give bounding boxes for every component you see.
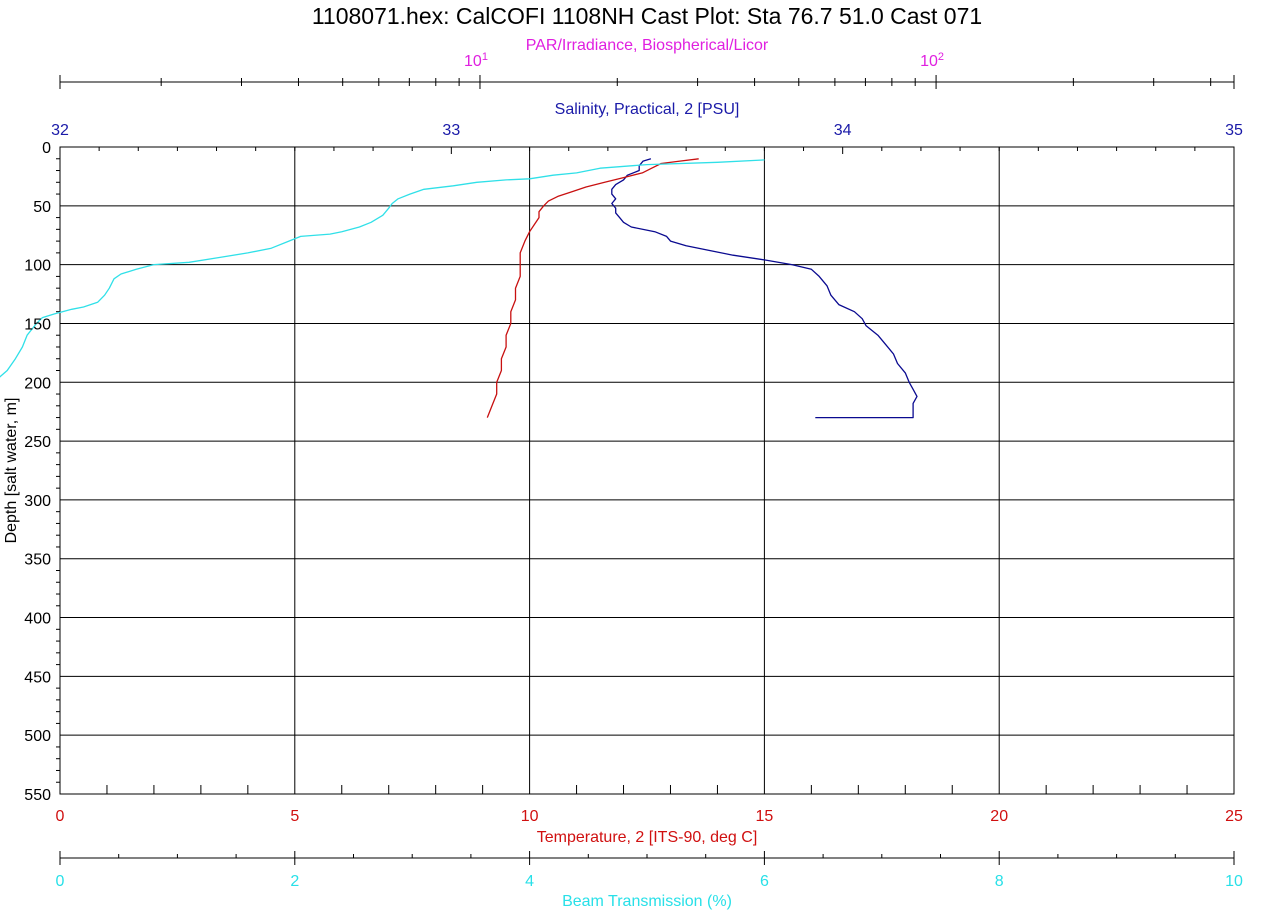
chart-title: 1108071.hex: CalCOFI 1108NH Cast Plot: S… xyxy=(312,3,982,29)
depth-tick-label: 350 xyxy=(24,552,51,569)
par-tick-base: 10 xyxy=(464,53,482,70)
beam-tick-label: 4 xyxy=(525,873,534,890)
depth-tick-label: 50 xyxy=(33,199,51,216)
salinity-axis-title: Salinity, Practical, 2 [PSU] xyxy=(555,101,740,118)
y-axis-title: Depth [salt water, m] xyxy=(3,398,20,544)
par-tick-base: 10 xyxy=(920,53,938,70)
salinity-tick-label: 34 xyxy=(834,122,852,139)
salinity-tick-label: 32 xyxy=(51,122,69,139)
depth-tick-label: 100 xyxy=(24,258,51,275)
depth-tick-label: 450 xyxy=(24,669,51,686)
par-tick-exponent: 2 xyxy=(938,51,944,63)
plot-frame xyxy=(59,146,1235,795)
depth-tick-label: 150 xyxy=(24,316,51,333)
depth-tick-label: 400 xyxy=(24,611,51,628)
beam-tick-label: 8 xyxy=(995,873,1004,890)
depth-tick-label: 0 xyxy=(42,140,51,157)
temperature-tick-label: 15 xyxy=(756,808,774,825)
temperature-tick-label: 0 xyxy=(56,808,65,825)
depth-tick-label: 200 xyxy=(24,375,51,392)
depth-tick-label: 250 xyxy=(24,434,51,451)
beam-tick-label: 0 xyxy=(56,873,65,890)
grid-lines xyxy=(59,146,1235,795)
beam-axis-title: Beam Transmission (%) xyxy=(562,893,732,910)
par-axis-title: PAR/Irradiance, Biospherical/Licor xyxy=(526,37,769,54)
beam-profile-line xyxy=(0,159,765,378)
temperature-axis-title: Temperature, 2 [ITS-90, deg C] xyxy=(537,829,758,846)
temperature-tick-label: 20 xyxy=(990,808,1008,825)
depth-tick-label: 300 xyxy=(24,493,51,510)
temperature-tick-label: 10 xyxy=(521,808,539,825)
salinity-tick-label: 35 xyxy=(1225,122,1243,139)
beam-tick-label: 2 xyxy=(290,873,299,890)
par-tick-label: 101 xyxy=(464,51,488,70)
series-group xyxy=(0,158,918,419)
temperature-profile-line xyxy=(486,158,699,418)
depth-tick-label: 550 xyxy=(24,787,51,804)
par-tick-exponent: 1 xyxy=(482,51,488,63)
axes-group xyxy=(56,75,1235,865)
par-tick-label: 102 xyxy=(920,51,944,70)
salinity-tick-label: 33 xyxy=(442,122,460,139)
salinity-profile-line xyxy=(611,158,918,419)
beam-tick-label: 6 xyxy=(760,873,769,890)
beam-tick-label: 10 xyxy=(1225,873,1243,890)
depth-tick-label: 500 xyxy=(24,728,51,745)
temperature-tick-label: 25 xyxy=(1225,808,1243,825)
temperature-tick-label: 5 xyxy=(290,808,299,825)
